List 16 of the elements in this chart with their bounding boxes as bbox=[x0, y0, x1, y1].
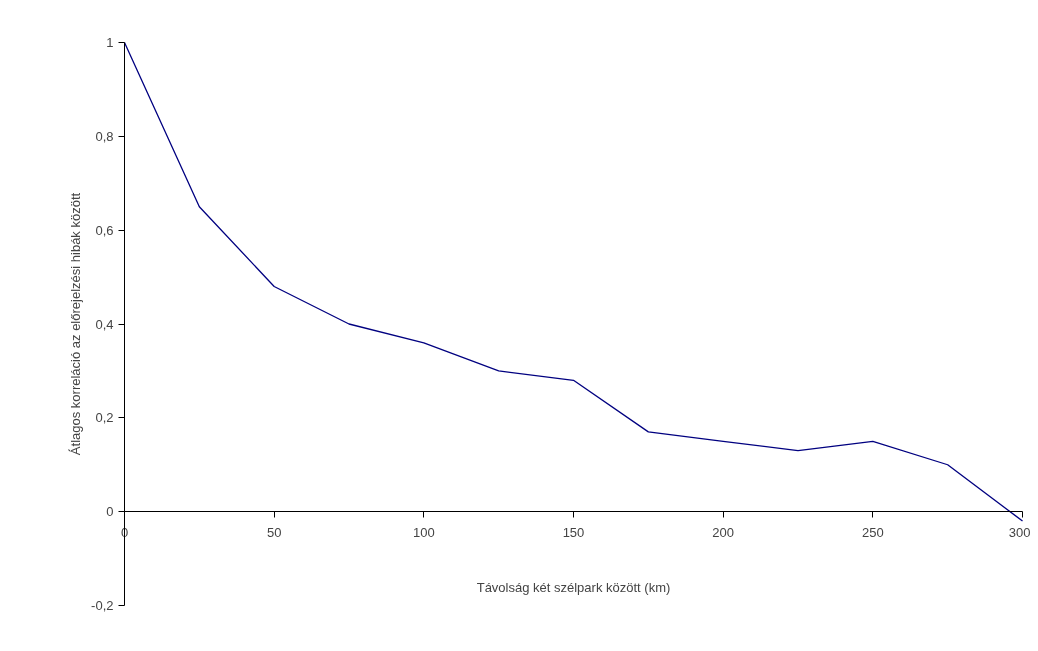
y-tick-label: 0,4 bbox=[95, 316, 114, 332]
y-tick-label: 0,6 bbox=[95, 222, 114, 238]
x-tick-label: 150 bbox=[562, 524, 585, 540]
y-tick-label: -0,2 bbox=[91, 598, 114, 613]
y-tick-label: 0 bbox=[106, 504, 114, 520]
x-tick-label: 250 bbox=[861, 524, 884, 540]
x-tick-label: 200 bbox=[712, 524, 735, 540]
y-tick-label: 0,2 bbox=[95, 410, 114, 426]
line-series bbox=[123, 41, 1024, 522]
y-tick-label: 0,8 bbox=[95, 128, 114, 144]
y-tick-label: 1 bbox=[106, 35, 114, 50]
y-axis-title: Átlagos korreláció az előrejelzési hibák között bbox=[68, 192, 84, 456]
x-tick-label: 100 bbox=[412, 524, 435, 540]
x-tick-label: 50 bbox=[266, 524, 282, 540]
x-axis-title: Távolság két szélpark között (km) bbox=[476, 579, 671, 595]
x-tick-label: 300 bbox=[1008, 524, 1031, 540]
